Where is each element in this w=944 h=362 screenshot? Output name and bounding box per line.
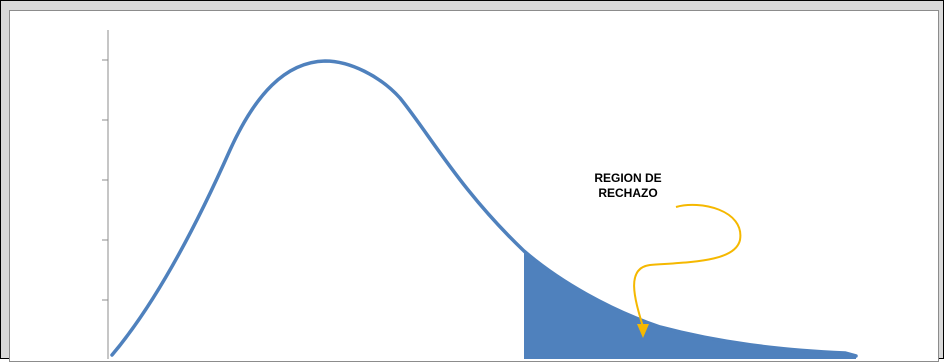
annotation-line-1: REGION DE — [594, 171, 662, 185]
annotation-line-2: RECHAZO — [598, 186, 658, 200]
rejection-region-label: REGION DE RECHAZO — [566, 171, 690, 201]
distribution-curve — [110, 59, 858, 358]
arrow-head — [637, 324, 649, 338]
arrow-shaft — [633, 203, 742, 328]
plot-area — [9, 10, 939, 362]
y-axis-ticks — [102, 59, 108, 301]
rejection-region — [524, 251, 856, 359]
curved-arrow-icon — [633, 203, 742, 338]
